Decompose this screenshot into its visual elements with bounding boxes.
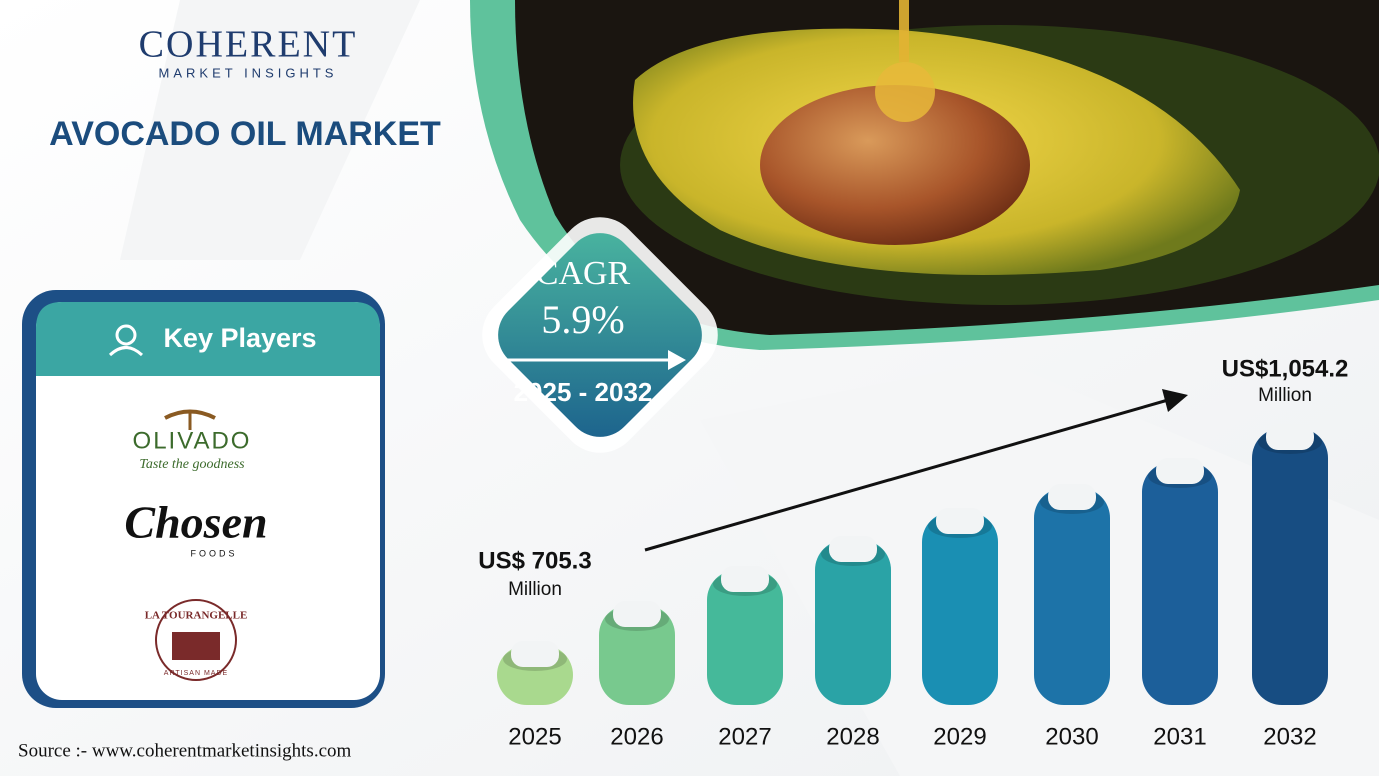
source: Source :- www.coherentmarketinsights.com <box>18 740 352 761</box>
cagr-period: 2025 - 2032 <box>514 377 653 407</box>
bar-cap-top <box>721 566 769 592</box>
cagr-value: 5.9% <box>541 297 624 342</box>
start-value: US$ 705.3 <box>478 547 591 574</box>
end-unit: Million <box>1258 385 1312 406</box>
year-label: 2032 <box>1263 723 1316 750</box>
end-value: US$1,054.2 <box>1222 355 1349 382</box>
year-label: 2025 <box>508 723 561 750</box>
bar-cap-top <box>936 508 984 534</box>
growth-arrow <box>644 398 1169 552</box>
cagr-label: CAGR <box>536 255 631 292</box>
title: AVOCADO OIL MARKET <box>49 115 441 153</box>
growth-arrowhead <box>1162 389 1188 412</box>
logo-name: COHERENT <box>139 24 358 66</box>
tourangelle-castle <box>172 632 220 660</box>
year-label: 2030 <box>1045 723 1098 750</box>
year-label: 2029 <box>933 723 986 750</box>
player-name: OLIVADO <box>133 427 252 454</box>
bar-cap-top <box>829 536 877 562</box>
oil-drop <box>875 62 935 122</box>
year-label: 2028 <box>826 723 879 750</box>
player-name: LA TOURANGELLE <box>145 610 248 622</box>
cagr-arrowhead <box>668 350 686 370</box>
players-header <box>36 302 380 376</box>
olivado-tree <box>164 409 216 420</box>
year-label: 2026 <box>610 723 663 750</box>
player-name: Chosen <box>124 497 267 548</box>
bar-cap-top <box>1048 484 1096 510</box>
player-tagline: ARTISAN MADE <box>164 670 228 677</box>
oil-stream <box>899 0 909 62</box>
players-card <box>36 302 380 700</box>
bar-cylinder <box>922 512 998 705</box>
bar-cap-top <box>511 641 559 667</box>
players-icon <box>108 346 144 357</box>
bar-cylinder <box>1034 488 1110 705</box>
cagr-diamond <box>498 233 702 437</box>
players-title: Key Players <box>163 323 316 353</box>
bar-cylinder <box>707 570 783 705</box>
tourangelle-seal <box>155 599 237 681</box>
bar-cylinder <box>599 605 675 705</box>
bg-facet <box>120 0 420 260</box>
avocado-seed <box>760 85 1030 245</box>
bar-cylinder <box>815 540 891 705</box>
player-tagline: Taste the goodness <box>139 457 245 472</box>
bar-cylinder <box>1252 428 1328 705</box>
bar-cap-top <box>1156 458 1204 484</box>
bar-cap-top <box>1266 424 1314 450</box>
start-unit: Million <box>508 579 562 600</box>
year-label: 2031 <box>1153 723 1206 750</box>
bar-cylinder <box>1142 462 1218 705</box>
players-icon <box>115 324 137 346</box>
logo-tagline: MARKET INSIGHTS <box>159 65 338 80</box>
year-label: 2027 <box>718 723 771 750</box>
player-tagline: FOODS <box>190 548 237 558</box>
bar-cap-top <box>613 601 661 627</box>
